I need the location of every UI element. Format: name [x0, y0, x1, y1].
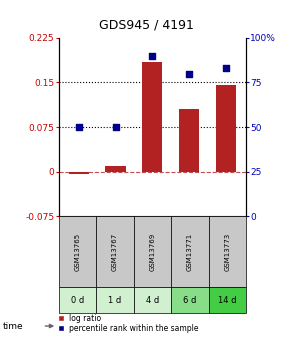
Bar: [171, 216, 209, 287]
Bar: [216, 86, 236, 171]
Bar: [59, 287, 96, 313]
Text: 0 d: 0 d: [71, 296, 84, 305]
Bar: [59, 216, 96, 287]
Bar: [134, 216, 171, 287]
Point: [76, 124, 81, 130]
Text: GSM13765: GSM13765: [74, 233, 80, 271]
Bar: [209, 216, 246, 287]
Point: [224, 66, 228, 71]
Bar: [142, 62, 163, 171]
Text: GSM13767: GSM13767: [112, 233, 118, 271]
Text: 6 d: 6 d: [183, 296, 197, 305]
Bar: [96, 216, 134, 287]
Point: [150, 53, 155, 59]
Bar: [69, 171, 89, 175]
Text: time: time: [3, 322, 23, 331]
Legend: log ratio, percentile rank within the sample: log ratio, percentile rank within the sa…: [59, 314, 199, 333]
Bar: [209, 287, 246, 313]
Text: 4 d: 4 d: [146, 296, 159, 305]
Text: GSM13773: GSM13773: [224, 233, 230, 271]
Bar: [96, 287, 134, 313]
Point: [187, 71, 191, 76]
Text: GSM13769: GSM13769: [149, 233, 155, 271]
Point: [113, 124, 118, 130]
Bar: [171, 287, 209, 313]
Text: GDS945 / 4191: GDS945 / 4191: [99, 18, 194, 31]
Text: 1 d: 1 d: [108, 296, 122, 305]
Text: 14 d: 14 d: [218, 296, 237, 305]
Bar: [105, 166, 126, 171]
Bar: [134, 287, 171, 313]
Bar: [179, 109, 199, 171]
Text: GSM13771: GSM13771: [187, 233, 193, 271]
